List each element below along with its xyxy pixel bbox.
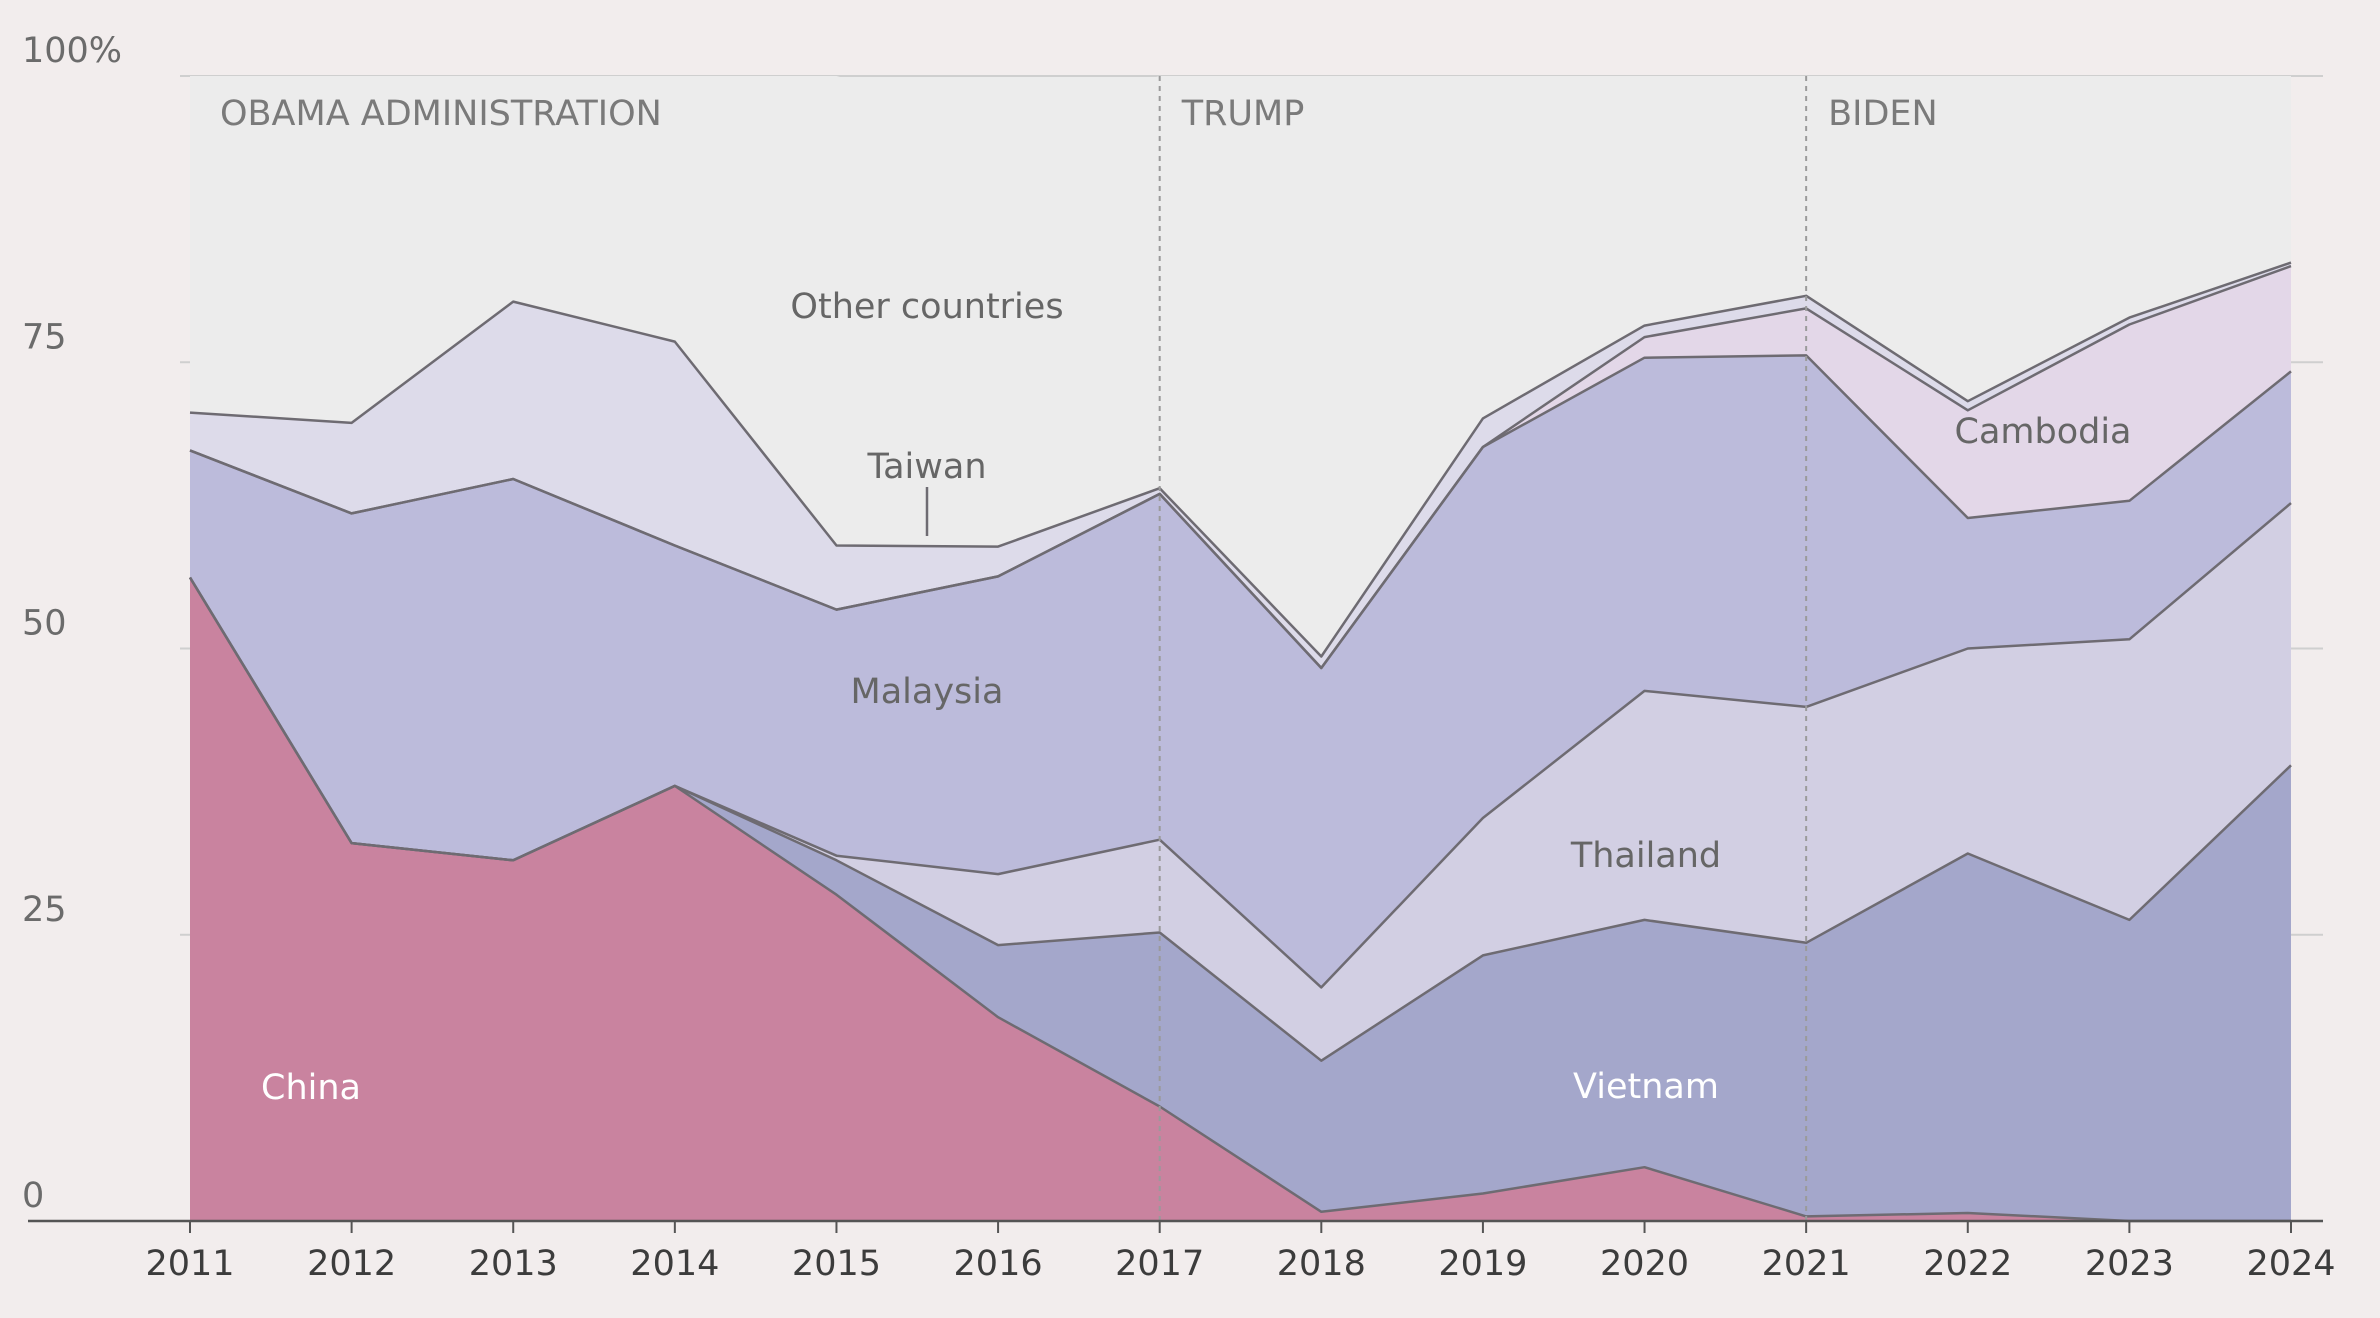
x-tick-label: 2017 xyxy=(1115,1244,1204,1284)
series-label-thailand: Thailand xyxy=(1570,836,1721,876)
administration-label: BIDEN xyxy=(1828,94,1938,134)
area-china xyxy=(190,577,2291,1221)
axes: 2011 2012 2013 2014 2015 2016 2017 2018 2019 2020… xyxy=(22,31,2336,1284)
area-series xyxy=(190,76,2291,1221)
x-tick-label: 2011 xyxy=(145,1244,234,1284)
area-taiwan xyxy=(190,262,2291,668)
area-other-countries xyxy=(190,76,2291,657)
administration-label: OBAMA ADMINISTRATION xyxy=(220,94,662,134)
x-tick-label: 2019 xyxy=(1438,1244,1527,1284)
area-malaysia xyxy=(190,355,2291,988)
x-tick-label: 2023 xyxy=(2085,1244,2174,1284)
x-tick-label: 2014 xyxy=(630,1244,719,1284)
y-tick-label: 100% xyxy=(22,31,122,71)
x-tick-label: 2016 xyxy=(954,1244,1043,1284)
x-tick-label: 2021 xyxy=(1762,1244,1851,1284)
x-tick-label: 2022 xyxy=(1923,1244,2012,1284)
x-tick-label: 2013 xyxy=(469,1244,558,1284)
administration-dividers: OBAMA ADMINISTRATION TRUMP BIDEN xyxy=(220,76,1938,1221)
x-tick-label: 2020 xyxy=(1600,1244,1689,1284)
series-label-taiwan: Taiwan xyxy=(866,447,986,487)
series-label-vietnam: Vietnam xyxy=(1573,1067,1719,1107)
y-tick-label: 0 xyxy=(22,1176,44,1216)
series-label-cambodia: Cambodia xyxy=(1955,412,2132,452)
series-labels: China Vietnam Thailand Malaysia Cambodia Taiw… xyxy=(261,287,2131,1108)
boundary-line-cambodia xyxy=(189,264,2292,670)
area-thailand xyxy=(190,503,2291,1061)
series-label-other-countries: Other countries xyxy=(790,287,1063,327)
area-vietnam xyxy=(190,577,2291,1221)
x-tick-label: 2015 xyxy=(792,1244,881,1284)
series-label-malaysia: Malaysia xyxy=(851,672,1004,712)
y-tick-label: 25 xyxy=(22,890,67,930)
administration-label: TRUMP xyxy=(1181,94,1305,134)
x-tick-label: 2024 xyxy=(2246,1244,2335,1284)
series-label-china: China xyxy=(261,1068,361,1108)
x-tick-label: 2012 xyxy=(307,1244,396,1284)
x-tick-label: 2018 xyxy=(1277,1244,1366,1284)
series-boundary-lines xyxy=(188,261,2292,1223)
y-tick-label: 50 xyxy=(22,604,67,644)
y-tick-label: 75 xyxy=(22,317,67,357)
boundary-line-thailand xyxy=(188,502,2292,989)
boundary-line-taiwan xyxy=(189,261,2292,658)
